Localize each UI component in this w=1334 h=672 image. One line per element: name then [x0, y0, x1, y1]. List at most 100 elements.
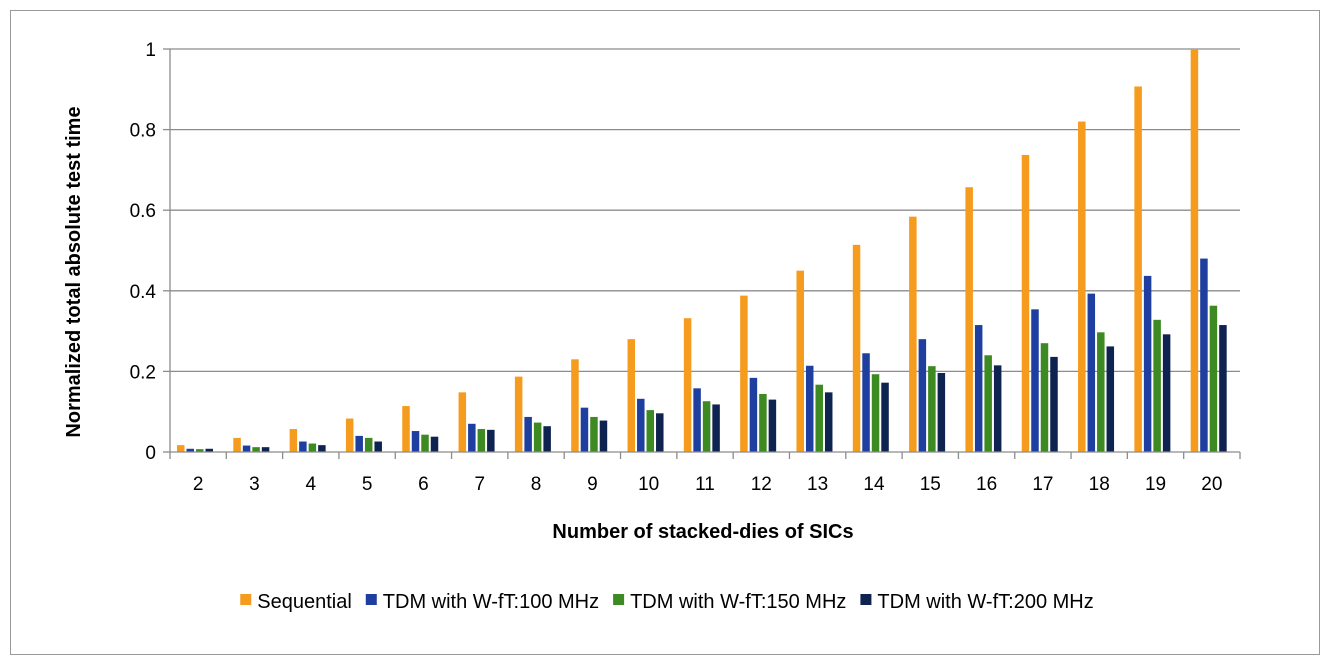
bar-tdm-with-w-ft-150-mhz-20	[1209, 305, 1218, 452]
bar-sequential-5	[345, 418, 354, 452]
bar-tdm-with-w-ft-150-mhz-4	[308, 443, 317, 452]
y-tick-labels: 0 0.2 0.4 0.6 0.8 1	[130, 40, 157, 464]
legend: Sequential TDM with W-fT:100 MHz TDM with …	[240, 591, 1094, 613]
y-tick-label: 0.6	[130, 201, 156, 222]
bar-tdm-with-w-ft-150-mhz-5	[364, 437, 373, 452]
bar-tdm-with-w-ft-200-mhz-15	[937, 373, 946, 452]
bar-tdm-with-w-ft-200-mhz-20	[1219, 325, 1227, 452]
bar-tdm-with-w-ft-150-mhz-7	[477, 429, 486, 452]
bar-tdm-with-w-ft-150-mhz-10	[646, 410, 655, 452]
legend-label: Sequential	[257, 591, 352, 613]
x-tick-label: 4	[306, 474, 317, 495]
bar-tdm-with-w-ft-150-mhz-14	[871, 374, 880, 452]
bar-sequential-20	[1190, 49, 1199, 452]
bar-tdm-with-w-ft-200-mhz-4	[318, 445, 326, 452]
bar-tdm-with-w-ft-100-mhz-2	[186, 448, 194, 452]
bar-sequential-16	[965, 187, 973, 452]
bar-sequential-7	[458, 392, 467, 452]
bar-sequential-12	[740, 295, 748, 452]
bar-tdm-with-w-ft-150-mhz-15	[928, 366, 936, 452]
y-tick-label: 0.4	[130, 282, 157, 303]
bar-tdm-with-w-ft-150-mhz-3	[252, 447, 260, 452]
bar-sequential-4	[289, 429, 298, 452]
x-tick-label: 19	[1145, 474, 1166, 495]
x-tick-label: 5	[362, 474, 373, 495]
bar-tdm-with-w-ft-200-mhz-2	[205, 448, 213, 452]
bar-tdm-with-w-ft-100-mhz-14	[862, 353, 870, 452]
legend-swatch	[860, 594, 872, 605]
bar-tdm-with-w-ft-150-mhz-8	[533, 422, 542, 452]
bar-sequential-15	[909, 216, 917, 452]
bar-tdm-with-w-ft-150-mhz-16	[984, 355, 992, 452]
bar-tdm-with-w-ft-200-mhz-17	[1050, 356, 1058, 452]
bar-sequential-2	[177, 445, 185, 452]
bar-tdm-with-w-ft-150-mhz-9	[590, 416, 598, 452]
bar-tdm-with-w-ft-100-mhz-9	[580, 407, 589, 452]
bar-tdm-with-w-ft-100-mhz-4	[299, 441, 307, 452]
legend-item-3: TDM with W-fT:200 MHz	[860, 591, 1094, 613]
bar-sequential-13	[796, 270, 804, 452]
bar-sequential-18	[1078, 121, 1086, 452]
legend-label: TDM with W-fT:200 MHz	[877, 591, 1093, 613]
x-tick-label: 3	[249, 474, 260, 495]
bar-tdm-with-w-ft-100-mhz-17	[1031, 309, 1039, 452]
y-tick-label: 0.2	[130, 362, 156, 383]
bar-tdm-with-w-ft-200-mhz-19	[1162, 334, 1171, 452]
bar-sequential-9	[571, 359, 579, 452]
x-tick-label: 15	[920, 474, 941, 495]
x-tick-label: 11	[695, 474, 715, 495]
bar-tdm-with-w-ft-150-mhz-2	[196, 449, 204, 452]
x-tick-label: 17	[1032, 474, 1053, 495]
bar-tdm-with-w-ft-100-mhz-3	[242, 445, 251, 452]
x-tick-label: 8	[531, 474, 542, 495]
x-tick-label: 6	[418, 474, 429, 495]
x-tick-label: 12	[751, 474, 772, 495]
bar-tdm-with-w-ft-100-mhz-12	[749, 377, 758, 452]
x-tick-label: 16	[976, 474, 997, 495]
y-tick-label: 0.8	[130, 121, 156, 142]
x-tick-label: 20	[1201, 474, 1222, 495]
bar-tdm-with-w-ft-100-mhz-7	[468, 423, 476, 452]
bar-sequential-10	[627, 339, 636, 452]
legend-swatch	[613, 594, 625, 605]
axes	[169, 49, 1241, 459]
bar-tdm-with-w-ft-150-mhz-11	[702, 401, 711, 452]
legend-label: TDM with W-fT:150 MHz	[630, 591, 846, 613]
x-tick-label: 7	[474, 474, 485, 495]
legend-label: TDM with W-fT:100 MHz	[383, 591, 599, 613]
x-tick-label: 18	[1089, 474, 1110, 495]
bar-sequential-17	[1021, 154, 1030, 452]
bar-tdm-with-w-ft-150-mhz-19	[1153, 319, 1161, 452]
bar-tdm-with-w-ft-200-mhz-7	[487, 429, 495, 452]
x-tick-label: 10	[638, 474, 659, 495]
bar-tdm-with-w-ft-200-mhz-14	[881, 382, 889, 452]
bar-tdm-with-w-ft-150-mhz-6	[421, 434, 429, 452]
bar-tdm-with-w-ft-100-mhz-18	[1087, 293, 1096, 452]
x-tick-label: 13	[807, 474, 828, 495]
bar-tdm-with-w-ft-150-mhz-12	[759, 393, 767, 452]
legend-item-2: TDM with W-fT:150 MHz	[613, 591, 846, 613]
bar-tdm-with-w-ft-100-mhz-15	[918, 339, 927, 452]
bar-tdm-with-w-ft-200-mhz-6	[430, 436, 439, 452]
bar-tdm-with-w-ft-200-mhz-9	[599, 420, 608, 452]
legend-swatch	[365, 594, 377, 605]
gridlines	[163, 48, 1240, 453]
bar-sequential-14	[852, 244, 861, 452]
bar-tdm-with-w-ft-200-mhz-12	[768, 399, 777, 452]
y-tick-label: 0	[145, 443, 156, 464]
bar-sequential-6	[402, 406, 410, 452]
bar-sequential-8	[514, 376, 523, 452]
bar-tdm-with-w-ft-200-mhz-18	[1106, 346, 1115, 452]
bar-tdm-with-w-ft-150-mhz-18	[1097, 332, 1105, 452]
bar-sequential-3	[233, 437, 241, 452]
bar-tdm-with-w-ft-150-mhz-13	[815, 384, 823, 452]
bar-tdm-with-w-ft-200-mhz-13	[824, 392, 833, 452]
x-tick-label: 9	[587, 474, 598, 495]
bars	[177, 49, 1227, 452]
bar-tdm-with-w-ft-100-mhz-11	[693, 388, 701, 452]
bar-tdm-with-w-ft-100-mhz-16	[974, 325, 983, 452]
bar-tdm-with-w-ft-200-mhz-10	[656, 413, 664, 452]
bar-tdm-with-w-ft-100-mhz-13	[805, 365, 814, 452]
bar-tdm-with-w-ft-200-mhz-11	[712, 404, 720, 452]
